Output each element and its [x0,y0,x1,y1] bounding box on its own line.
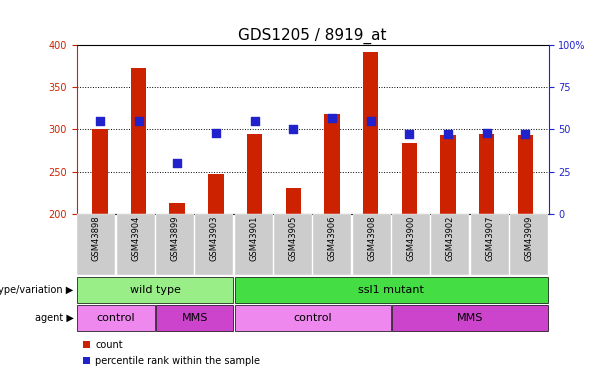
Bar [169,203,185,214]
Title: GDS1205 / 8919_at: GDS1205 / 8919_at [238,27,387,44]
Text: MMS: MMS [457,313,483,323]
Bar [440,135,456,214]
Bar [208,174,224,214]
Point [288,126,298,132]
Point [134,118,143,124]
Text: GSM43903: GSM43903 [210,216,219,261]
Text: GSM43900: GSM43900 [406,216,416,261]
Text: agent ▶: agent ▶ [35,313,74,323]
Text: GSM43902: GSM43902 [446,216,455,261]
Bar [247,134,262,214]
Point [327,115,337,121]
Point [172,160,182,166]
Point [405,132,414,138]
Text: percentile rank within the sample: percentile rank within the sample [95,356,260,366]
Text: GSM43909: GSM43909 [525,216,533,261]
Point [95,118,105,124]
Text: GSM43904: GSM43904 [131,216,140,261]
Text: count: count [95,339,123,350]
Text: GSM43898: GSM43898 [92,216,101,261]
Bar [479,134,495,214]
Bar [324,114,340,214]
Bar [402,143,417,214]
Bar [131,68,147,214]
Text: ssl1 mutant: ssl1 mutant [359,285,424,295]
Text: GSM43899: GSM43899 [170,216,180,261]
Point [249,118,259,124]
Point [482,130,492,136]
Text: GSM43906: GSM43906 [328,216,337,261]
Point [443,132,453,138]
Text: wild type: wild type [130,285,181,295]
Point [366,118,376,124]
Text: GSM43908: GSM43908 [367,216,376,261]
Text: control: control [293,313,332,323]
Text: MMS: MMS [181,313,208,323]
Text: GSM43901: GSM43901 [249,216,258,261]
Bar [518,135,533,214]
Bar [286,188,301,214]
Point [211,130,221,136]
Point [520,132,530,138]
Bar [363,52,378,214]
Text: GSM43907: GSM43907 [485,216,494,261]
Bar [92,129,107,214]
Text: GSM43905: GSM43905 [289,216,297,261]
Text: control: control [97,313,135,323]
Text: genotype/variation ▶: genotype/variation ▶ [0,285,74,295]
